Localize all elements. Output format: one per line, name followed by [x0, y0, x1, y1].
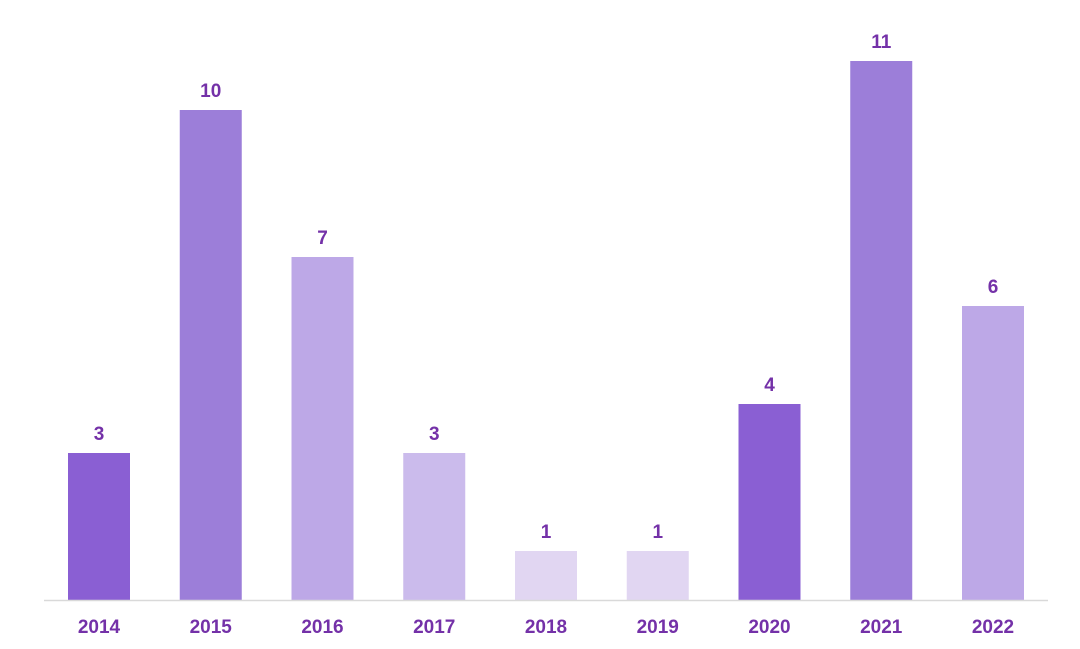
- bar-2017: [403, 453, 466, 600]
- x-tick-label-2015: 2015: [190, 617, 233, 638]
- x-tick-label-2017: 2017: [413, 617, 455, 638]
- bar-2015: [179, 110, 242, 600]
- x-tick-label-2021: 2021: [860, 617, 903, 638]
- bars-layer: [68, 61, 1024, 600]
- bar-2021: [850, 61, 913, 600]
- x-tick-label-2018: 2018: [525, 617, 567, 638]
- data-label-2022: 6: [988, 277, 999, 298]
- bar-2020: [738, 404, 801, 600]
- data-label-2017: 3: [429, 424, 440, 445]
- data-label-2014: 3: [94, 424, 105, 445]
- bar-2016: [291, 257, 354, 600]
- category-labels-layer: 2014 2015 2016 2017 2018 2019 2020 2021 2022: [78, 617, 1014, 638]
- bar-2014: [68, 453, 130, 600]
- x-tick-label-2022: 2022: [972, 617, 1014, 638]
- x-tick-label-2016: 2016: [301, 617, 343, 638]
- x-tick-label-2019: 2019: [637, 617, 679, 638]
- data-label-2021: 11: [871, 32, 892, 53]
- data-label-2015: 10: [200, 81, 221, 102]
- data-label-2020: 4: [764, 375, 775, 396]
- data-label-2019: 1: [652, 522, 663, 543]
- data-label-2016: 7: [317, 228, 328, 249]
- bar-2022: [962, 306, 1024, 600]
- bar-2018: [515, 551, 577, 600]
- bar-2019: [626, 551, 689, 600]
- x-tick-label-2014: 2014: [78, 617, 121, 638]
- x-tick-label-2020: 2020: [748, 617, 790, 638]
- data-label-2018: 1: [541, 522, 552, 543]
